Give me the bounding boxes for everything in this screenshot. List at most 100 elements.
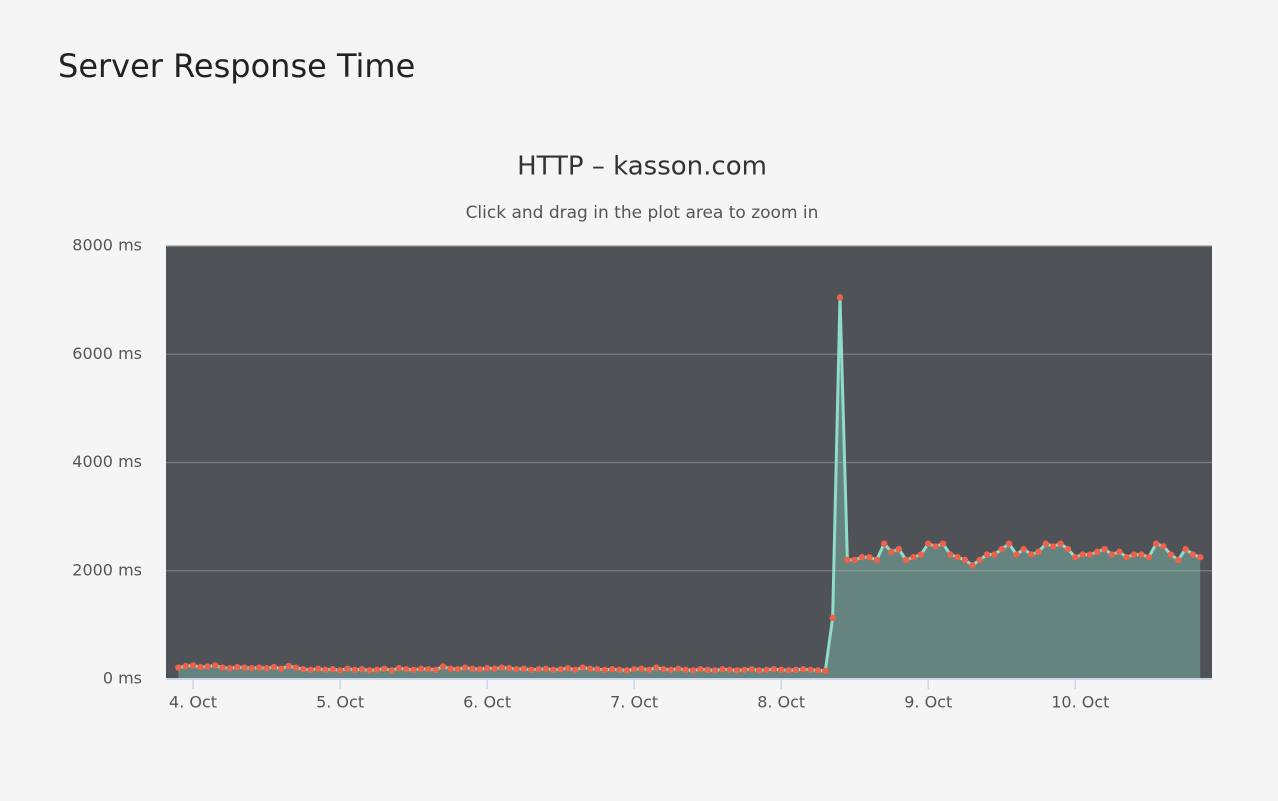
point — [1182, 545, 1189, 553]
point — [256, 664, 263, 671]
point — [902, 556, 910, 564]
point — [1101, 545, 1108, 553]
point — [204, 663, 211, 670]
point — [557, 666, 564, 673]
point — [983, 551, 991, 558]
point — [380, 665, 388, 672]
point — [814, 667, 822, 674]
point — [697, 666, 704, 673]
point — [608, 666, 616, 673]
point — [932, 543, 939, 550]
point — [851, 556, 858, 564]
point — [939, 540, 947, 547]
point — [278, 665, 285, 672]
point — [1050, 543, 1057, 550]
point — [520, 665, 528, 672]
point — [616, 666, 623, 673]
point — [366, 667, 373, 674]
point — [1020, 545, 1027, 553]
point — [822, 667, 829, 675]
x-tick-label: 4. Oct — [169, 693, 217, 712]
point — [785, 667, 792, 674]
point — [1072, 554, 1079, 561]
point — [947, 551, 954, 558]
area — [178, 297, 1201, 679]
point — [410, 666, 417, 673]
point — [513, 666, 520, 673]
chart-title: HTTP – kasson.com — [517, 152, 767, 182]
point — [241, 664, 248, 671]
point — [314, 665, 322, 672]
point — [601, 666, 608, 673]
point — [873, 556, 880, 564]
point — [623, 667, 631, 674]
point — [322, 666, 329, 673]
point — [741, 666, 748, 673]
point — [594, 666, 601, 673]
point — [1130, 551, 1138, 558]
point — [755, 667, 763, 674]
point — [219, 664, 226, 671]
x-tick-label: 7. Oct — [610, 693, 658, 712]
point — [300, 666, 307, 673]
point — [1094, 548, 1101, 556]
point — [675, 665, 682, 672]
point — [866, 554, 873, 561]
point — [1116, 548, 1123, 556]
point — [925, 540, 932, 547]
point — [1057, 540, 1064, 547]
point — [630, 666, 638, 673]
point — [491, 665, 498, 672]
point — [1174, 556, 1182, 564]
point — [888, 548, 895, 556]
point — [748, 666, 755, 673]
point — [1108, 551, 1116, 558]
point — [807, 666, 814, 673]
point — [1197, 554, 1204, 561]
point — [719, 666, 726, 673]
point — [770, 666, 778, 673]
point — [270, 663, 278, 671]
point — [211, 662, 219, 669]
point — [564, 664, 572, 672]
point — [704, 666, 711, 673]
point — [829, 614, 836, 622]
y-tick-label: 8000 ms — [72, 236, 142, 255]
point — [917, 551, 925, 558]
y-tick-label: 0 ms — [103, 669, 142, 688]
point — [1123, 554, 1130, 561]
point — [998, 545, 1005, 553]
point — [344, 665, 351, 672]
point — [425, 666, 432, 673]
point — [1042, 540, 1050, 547]
point — [285, 662, 292, 670]
point — [1005, 540, 1013, 547]
point — [535, 666, 542, 673]
x-tick-label: 8. Oct — [757, 693, 805, 712]
point — [483, 664, 491, 672]
point — [550, 666, 557, 673]
point — [586, 665, 594, 672]
point — [1160, 543, 1167, 550]
point — [505, 664, 513, 672]
point — [432, 666, 439, 673]
point — [454, 666, 461, 673]
point — [226, 664, 234, 672]
point — [233, 663, 241, 671]
point — [197, 663, 204, 671]
point — [1035, 548, 1042, 556]
point — [733, 667, 741, 674]
point — [1138, 551, 1145, 558]
point — [182, 662, 189, 670]
point — [1027, 551, 1035, 558]
point — [844, 556, 851, 564]
point — [1079, 551, 1086, 558]
point — [307, 666, 314, 673]
point — [358, 666, 366, 673]
point — [653, 664, 660, 671]
point — [1064, 545, 1072, 553]
point — [954, 554, 961, 561]
point — [329, 666, 336, 673]
point — [858, 554, 866, 561]
